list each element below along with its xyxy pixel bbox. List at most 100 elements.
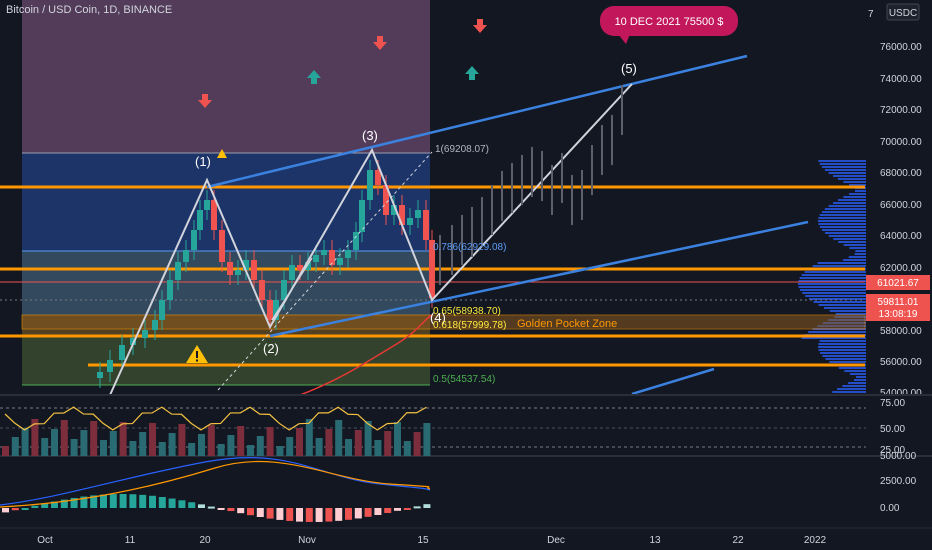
volume-bar (109, 431, 117, 456)
macd-bar (335, 508, 343, 521)
candle-body (329, 250, 335, 265)
volume-profile-row (819, 214, 866, 216)
volume-profile-row (804, 271, 866, 273)
candle-body (359, 200, 365, 232)
volume-profile-row (850, 373, 866, 375)
volume-profile-row (856, 376, 866, 378)
volume-bar (384, 431, 392, 456)
volume-profile-row (838, 241, 866, 243)
candle-body (204, 200, 210, 210)
volume-bar (423, 423, 431, 456)
wave-labels: (1) (2) (3) (4) (5) (195, 61, 637, 356)
signal-arrows (186, 19, 487, 363)
arrow-down-icon (373, 36, 387, 50)
macd-bar (325, 508, 333, 522)
countdown-label: 13:08:19 (879, 309, 918, 320)
golden-pocket-box[interactable] (21, 314, 866, 330)
volume-profile-row (838, 367, 866, 369)
symbol-title: Bitcoin / USD Coin, 1D, BINANCE (6, 4, 172, 16)
current-price-label: 61021.67 (877, 278, 919, 289)
rsi-tick: 75.00 (880, 398, 905, 409)
volume-bar (149, 423, 156, 456)
macd-bar (256, 508, 264, 518)
macd-bar (423, 504, 431, 508)
candle-body (183, 250, 189, 262)
macd-bar (266, 508, 274, 519)
volume-bar (129, 441, 137, 456)
volume-profile-row (855, 250, 866, 252)
volume-profile-row (849, 184, 866, 186)
volume-profile-row (828, 235, 866, 237)
candle-body (423, 210, 429, 240)
volume-bar (80, 430, 88, 456)
currency-button-box (886, 3, 920, 21)
channel-extra-line[interactable] (631, 367, 715, 396)
volume-bar (70, 439, 78, 456)
time-tick: 2022 (804, 535, 827, 546)
volume-profile-row (818, 220, 866, 222)
price-tick: 62000.00 (880, 263, 922, 274)
macd-bar (60, 499, 68, 508)
volume-bar (11, 437, 19, 456)
channel-upper-line[interactable] (206, 54, 748, 189)
macd-bar (11, 508, 19, 511)
price-currency-button[interactable]: USDC (886, 3, 920, 21)
macd-bar (403, 508, 411, 510)
volume-profile-row (849, 247, 866, 249)
candle-body (259, 280, 265, 300)
rsi-line (4, 406, 427, 431)
candle-body (321, 250, 327, 255)
candle-body (175, 262, 181, 280)
wave-label-4: (4) (430, 310, 446, 325)
channel-lower-line[interactable] (269, 220, 809, 338)
volume-profile-row (808, 331, 866, 333)
candle-body (407, 218, 413, 225)
volume-profile-row (843, 181, 866, 183)
macd-bar (158, 497, 166, 508)
candle-body (313, 255, 319, 262)
volume-profile-row (819, 340, 866, 342)
volume-profile-row (802, 292, 866, 294)
macd-bar (90, 495, 98, 508)
wave-label-2: (2) (263, 341, 279, 356)
volume-profile-row (809, 298, 866, 300)
volume-bar (227, 435, 235, 456)
volume-bar (305, 419, 313, 456)
volume-bar (60, 420, 68, 456)
elliott-wave-path[interactable] (109, 83, 633, 396)
volume-profile-row (821, 166, 866, 168)
volume-profile-row (843, 259, 866, 261)
candle-body (429, 240, 435, 298)
price-tick-partial: 7 (868, 9, 874, 20)
candle-body (297, 265, 303, 270)
fib-label-0618: 0.618(57999.78) (433, 320, 506, 331)
volume-bar (2, 446, 9, 456)
volume-profile-row (828, 172, 866, 174)
projection-bars (439, 85, 623, 285)
volume-profile-row (821, 211, 866, 213)
arrow-up-icon (465, 66, 479, 80)
macd-histogram (2, 494, 431, 522)
macd-bar (237, 508, 245, 514)
time-tick: 22 (732, 535, 744, 546)
time-tick: 11 (125, 535, 136, 546)
callout-text: 10 DEC 2021 75500 $ (615, 16, 724, 28)
candle-body (243, 260, 249, 270)
macd-tick: 5000.00 (880, 451, 917, 462)
price-target-callout[interactable]: 10 DEC 2021 75500 $ (600, 6, 738, 44)
rsi-pane: 75.00 50.00 25.00 (0, 398, 905, 456)
candle-body (235, 270, 241, 275)
macd-signal-line (0, 460, 431, 508)
volume-bar (178, 424, 186, 456)
volume-profile-row (823, 307, 866, 309)
wave-label-5: (5) (621, 61, 637, 76)
volume-profile-row (822, 229, 866, 231)
candle-body (345, 250, 351, 258)
price-axis[interactable]: 7 USDC 76000.00 74000.00 72000.00 70000.… (866, 0, 932, 399)
volume-profile-row (818, 346, 866, 348)
volume-bar (217, 444, 225, 456)
volume-bar (90, 421, 98, 456)
volume-profile-row (812, 265, 866, 267)
time-axis[interactable]: Oct 11 20 Nov 15 Dec 13 22 2022 (37, 535, 826, 546)
